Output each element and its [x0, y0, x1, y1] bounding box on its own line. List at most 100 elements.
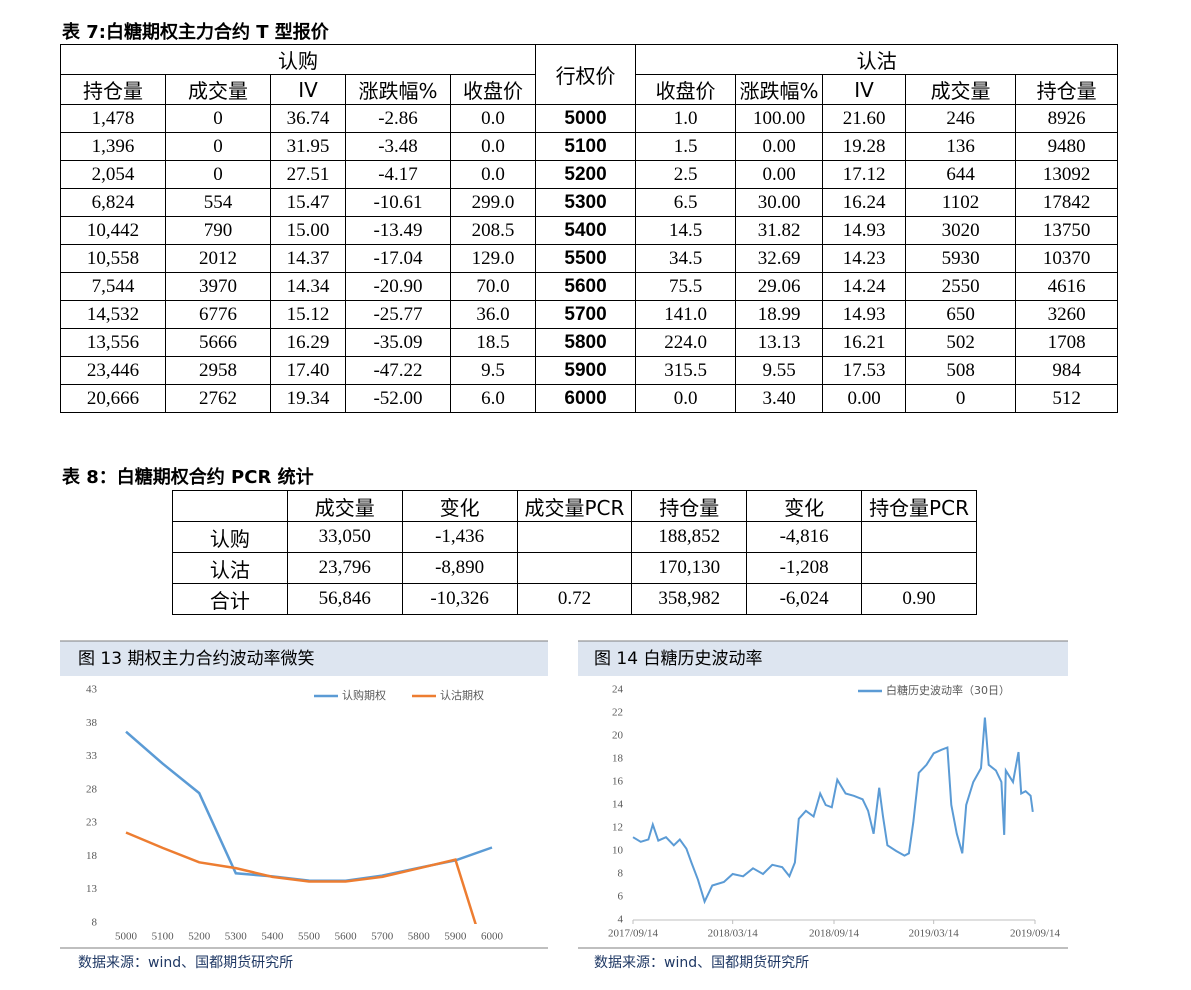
- group-header: 认购: [59, 44, 537, 75]
- x-tick-label: 6000: [481, 931, 504, 943]
- y-tick-label: 6: [618, 891, 624, 903]
- cell: 17.53: [822, 356, 907, 385]
- table-title: 表 7:白糖期权主力合约 T 型报价: [62, 22, 329, 43]
- cell: 0.0: [449, 160, 537, 189]
- cell: [861, 552, 977, 584]
- y-tick-label: 18: [612, 753, 624, 765]
- cell: -8,890: [401, 552, 518, 584]
- cell: 5800: [535, 328, 637, 357]
- cell: 2958: [165, 356, 271, 385]
- cell: 188,852: [631, 521, 748, 553]
- cell: 17.12: [822, 160, 907, 189]
- data-row: 6,824 554 15.47 -10.61 299.0 5300 6.5 30.00 16.2…: [60, 188, 1119, 217]
- y-tick-label: 18: [86, 850, 98, 862]
- data-row: 认购 33,050 -1,436 188,852 -4,816: [172, 521, 977, 553]
- y-tick-label: 38: [86, 717, 98, 729]
- cell: -4,816: [746, 521, 863, 553]
- x-tick-label: 5600: [335, 931, 358, 943]
- cell: 5930: [905, 244, 1017, 273]
- cell: 13,556: [60, 328, 166, 357]
- x-tick-label: 2018/03/14: [708, 928, 759, 940]
- y-tick-label: 24: [612, 684, 624, 696]
- cell: 554: [165, 188, 271, 217]
- column-header: 持仓量PCR: [861, 490, 977, 522]
- data-row: 合计 56,846 -10,326 0.72 358,982 -6,024 0.90: [172, 583, 977, 615]
- data-row: 1,478 0 36.74 -2.86 0.0 5000 1.0 100.00 21.60 246…: [60, 104, 1119, 133]
- cell: 208.5: [449, 216, 537, 245]
- cell: 0.0: [449, 132, 537, 161]
- row-header: 认沽: [172, 552, 288, 584]
- cell: 23,446: [60, 356, 166, 385]
- cell: 2012: [165, 244, 271, 273]
- cell: 27.51: [270, 160, 346, 189]
- cell: 70.0: [449, 272, 537, 301]
- cell: -25.77: [345, 300, 451, 329]
- cell: 2.5: [635, 160, 737, 189]
- source-note: 数据来源：wind、国都期货研究所: [594, 954, 809, 971]
- x-tick-label: 5400: [261, 931, 284, 943]
- series-line: [632, 717, 1034, 905]
- legend-label: 认购期权: [342, 688, 386, 702]
- data-row: 10,442 790 15.00 -13.49 208.5 5400 14.5 31.82 14…: [60, 216, 1119, 245]
- row-header: 合计: [172, 583, 288, 615]
- x-tick-label: 5700: [371, 931, 394, 943]
- x-tick-label: 5300: [225, 931, 248, 943]
- cell: 315.5: [635, 356, 737, 385]
- data-row: 20,666 2762 19.34 -52.00 6.0 6000 0.0 3.40 0.00 0…: [60, 384, 1119, 413]
- cell: 31.95: [270, 132, 346, 161]
- cell: 10370: [1015, 244, 1119, 273]
- y-tick-label: 16: [612, 776, 624, 788]
- data-row: 13,556 5666 16.29 -35.09 18.5 5800 224.0 13.13 1…: [60, 328, 1119, 357]
- cell: 5600: [535, 272, 637, 301]
- chart-header: [578, 641, 1068, 676]
- cell: 358,982: [631, 583, 748, 615]
- cell: 19.34: [270, 384, 346, 413]
- cell: 0.00: [735, 160, 824, 189]
- cell: 9480: [1015, 132, 1119, 161]
- cell: 56,846: [286, 583, 403, 615]
- cell: 0.90: [861, 583, 977, 615]
- cell: 224.0: [635, 328, 737, 357]
- cell: 18.99: [735, 300, 824, 329]
- legend-label: 认沽期权: [440, 689, 484, 702]
- data-row: 认沽 23,796 -8,890 170,130 -1,208: [172, 552, 977, 584]
- cell: 5100: [535, 132, 637, 161]
- series-line: [125, 730, 493, 883]
- cell: 33,050: [286, 521, 403, 553]
- cell: 13092: [1015, 160, 1119, 189]
- x-tick-label: 5100: [152, 931, 175, 943]
- x-tick-label: 5900: [444, 931, 467, 943]
- y-tick-label: 4: [618, 914, 624, 926]
- cell: 3020: [905, 216, 1017, 245]
- cell: 141.0: [635, 300, 737, 329]
- cell: 30.00: [735, 188, 824, 217]
- cell: 0: [165, 132, 271, 161]
- cell: 17.40: [270, 356, 346, 385]
- data-row: 7,544 3970 14.34 -20.90 70.0 5600 75.5 29.06 14.…: [60, 272, 1119, 301]
- column-header: 收盘价: [449, 74, 537, 105]
- cell: 6776: [165, 300, 271, 329]
- cell: 36.0: [449, 300, 537, 329]
- cell: 16.21: [822, 328, 907, 357]
- cell: 1,396: [60, 132, 166, 161]
- table-title: 表 8：白糖期权合约 PCR 统计: [62, 467, 314, 488]
- cell: 170,130: [631, 552, 748, 584]
- cell: -13.49: [345, 216, 451, 245]
- x-tick-label: 2019/03/14: [909, 928, 960, 940]
- cell: 13.13: [735, 328, 824, 357]
- cell: 6,824: [60, 188, 166, 217]
- cell: 502: [905, 328, 1017, 357]
- cell: 31.82: [735, 216, 824, 245]
- cell: 15.12: [270, 300, 346, 329]
- cell: 2550: [905, 272, 1017, 301]
- cell: 0.00: [735, 132, 824, 161]
- strike-header: 行权价: [535, 44, 637, 105]
- cell: 0.0: [449, 104, 537, 133]
- cell: 1708: [1015, 328, 1119, 357]
- cell: 14.23: [822, 244, 907, 273]
- cell: -35.09: [345, 328, 451, 357]
- cell: -20.90: [345, 272, 451, 301]
- cell: 20,666: [60, 384, 166, 413]
- x-tick-label: 5000: [115, 931, 138, 943]
